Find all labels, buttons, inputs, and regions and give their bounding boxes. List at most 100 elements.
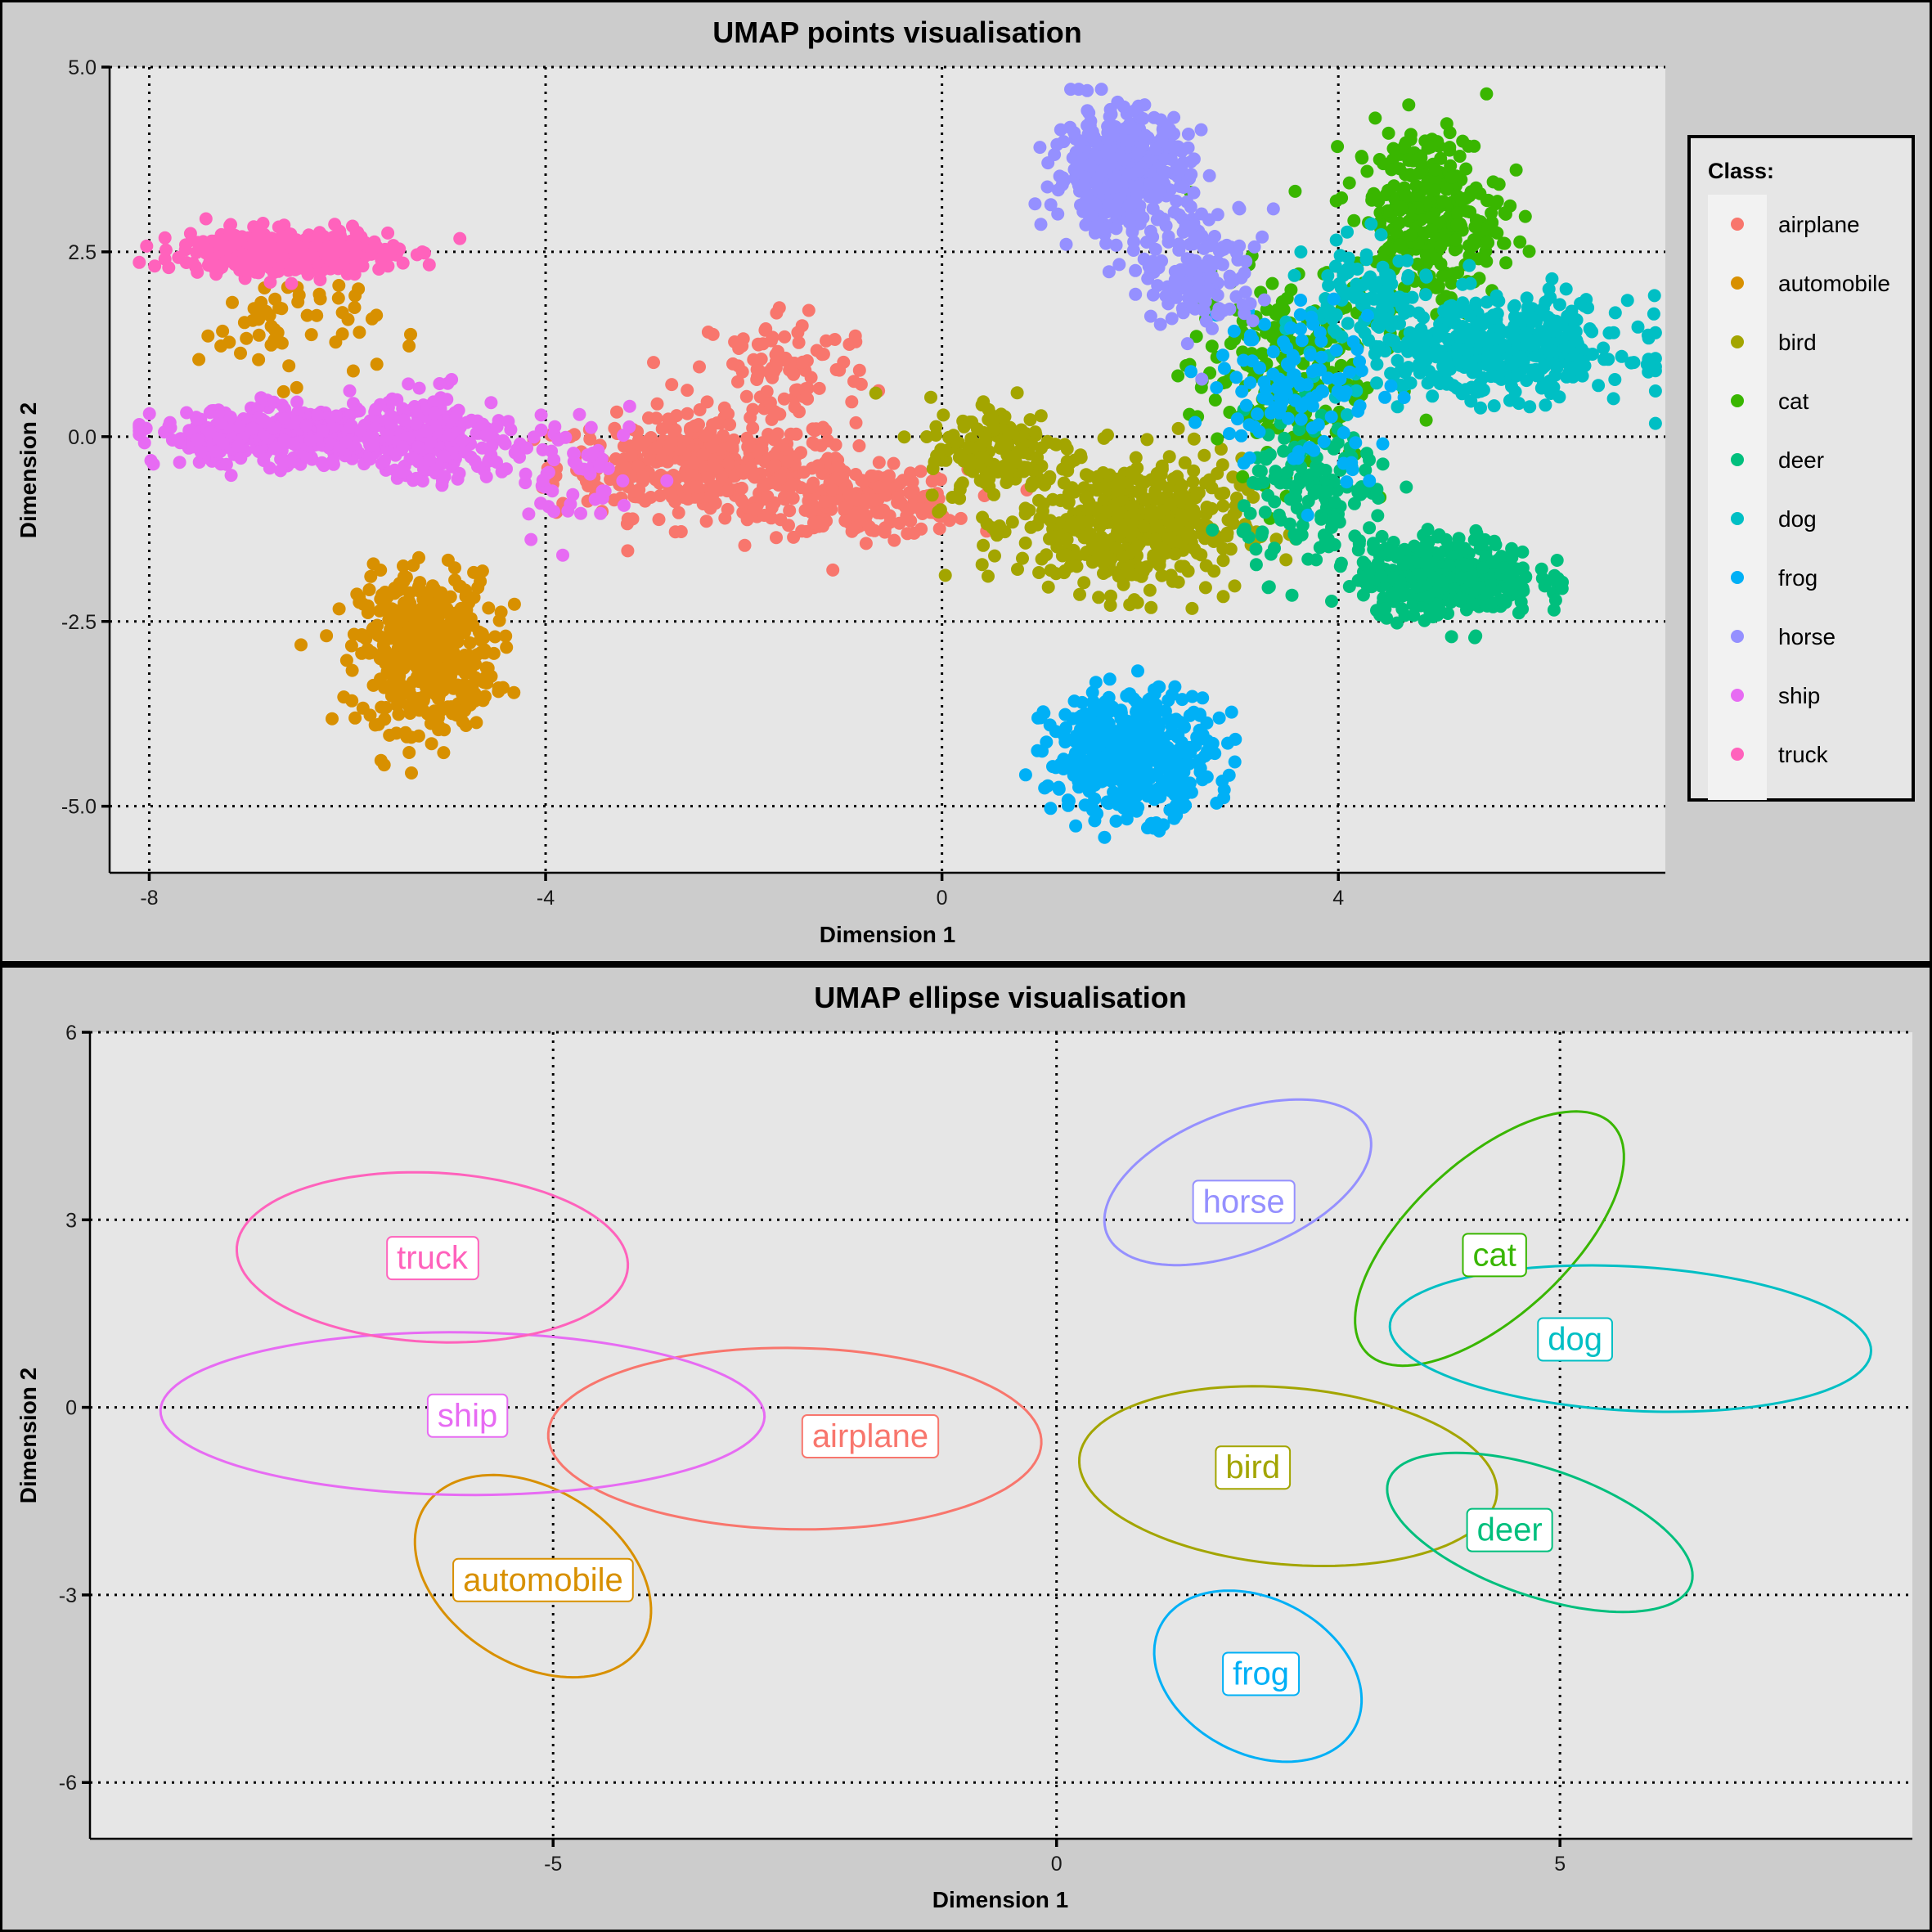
data-point-airplane [878, 525, 892, 539]
data-point-cat [1393, 238, 1407, 252]
data-point-bird [987, 487, 1001, 501]
data-point-automobile [392, 672, 406, 685]
data-point-automobile [438, 723, 452, 737]
data-point-frog [1302, 441, 1316, 454]
data-point-automobile [437, 746, 451, 760]
data-point-bird [995, 438, 1009, 452]
data-point-automobile [411, 729, 425, 743]
data-point-dog [1384, 366, 1398, 380]
data-point-bird [1061, 464, 1075, 478]
data-point-cat [1430, 252, 1443, 266]
data-point-ship [258, 415, 271, 429]
data-point-airplane [779, 351, 793, 365]
data-point-bird [1005, 515, 1019, 529]
data-point-frog [1193, 723, 1206, 737]
data-point-ship [246, 421, 259, 435]
data-point-bird [1140, 433, 1154, 447]
data-point-automobile [397, 559, 410, 573]
data-point-airplane [806, 516, 820, 530]
data-point-airplane [816, 348, 830, 361]
data-point-frog [1329, 344, 1343, 357]
data-point-airplane [849, 416, 863, 429]
data-point-cat [1211, 432, 1224, 446]
data-point-frog [1246, 333, 1260, 347]
data-point-frog [1224, 705, 1238, 719]
data-point-automobile [439, 677, 453, 690]
data-point-frog [1210, 796, 1224, 810]
data-point-bird [1046, 492, 1060, 506]
data-point-horse [1051, 207, 1065, 221]
data-point-airplane [721, 407, 735, 420]
data-point-bird [1028, 425, 1042, 439]
data-point-frog [1284, 321, 1298, 335]
data-point-frog [1227, 324, 1241, 338]
data-point-frog [1184, 365, 1197, 379]
data-point-deer [1237, 499, 1251, 513]
data-point-dog [1437, 304, 1451, 318]
data-point-airplane [583, 432, 597, 446]
data-point-horse [1073, 155, 1087, 168]
data-point-automobile [487, 646, 501, 660]
data-point-frog [1239, 398, 1253, 412]
data-point-airplane [708, 496, 722, 510]
data-point-automobile [375, 630, 388, 644]
data-point-cat [1390, 227, 1404, 240]
data-point-deer [1347, 496, 1361, 510]
data-point-deer [1516, 561, 1530, 575]
data-point-airplane [726, 357, 739, 371]
data-point-horse [1117, 153, 1131, 167]
data-point-bird [1178, 456, 1192, 470]
data-point-automobile [356, 701, 370, 715]
data-point-deer [1363, 521, 1377, 535]
data-point-dog [1627, 356, 1641, 370]
data-point-automobile [192, 353, 206, 366]
data-point-ship [339, 435, 353, 449]
data-point-deer [1454, 571, 1468, 585]
data-point-automobile [464, 652, 478, 666]
data-point-dog [1648, 364, 1662, 378]
data-point-deer [1332, 515, 1346, 529]
data-point-airplane [746, 402, 760, 416]
data-point-dog [1461, 322, 1475, 336]
data-point-deer [1398, 609, 1412, 622]
data-point-deer [1494, 593, 1507, 607]
data-point-airplane [735, 339, 749, 353]
data-point-bird [1080, 490, 1094, 504]
data-point-bird [1214, 487, 1228, 501]
data-point-frog [1131, 664, 1144, 678]
data-point-horse [1198, 294, 1212, 308]
data-point-deer [1328, 496, 1341, 509]
data-point-bird [929, 420, 943, 434]
data-point-airplane [668, 525, 682, 539]
data-point-deer [1366, 537, 1380, 550]
data-point-automobile [252, 353, 266, 366]
data-point-automobile [294, 638, 308, 652]
data-point-airplane [746, 468, 760, 482]
data-point-automobile [240, 331, 254, 345]
data-point-horse [1055, 177, 1069, 191]
data-point-deer [1376, 457, 1390, 471]
data-point-frog [1304, 348, 1318, 362]
data-point-bird [1097, 534, 1111, 548]
data-point-airplane [838, 501, 851, 514]
data-point-horse [1158, 152, 1172, 166]
data-point-automobile [499, 629, 513, 643]
data-point-deer [1292, 477, 1305, 491]
data-point-airplane [770, 531, 783, 545]
data-point-airplane [721, 456, 735, 470]
data-point-automobile [392, 708, 406, 721]
data-point-ship [191, 434, 205, 447]
data-point-horse [1081, 104, 1094, 118]
data-point-frog [1092, 752, 1106, 766]
data-point-cat [1492, 177, 1506, 191]
data-point-frog [1216, 348, 1229, 362]
data-point-horse [1131, 208, 1145, 222]
data-point-airplane [925, 474, 939, 488]
data-point-dog [1647, 307, 1660, 321]
data-point-bird [1041, 580, 1055, 594]
data-point-airplane [649, 441, 663, 455]
data-point-horse [1034, 218, 1048, 231]
data-point-airplane [805, 480, 819, 494]
data-point-bird [1216, 590, 1230, 604]
data-point-airplane [721, 484, 734, 498]
